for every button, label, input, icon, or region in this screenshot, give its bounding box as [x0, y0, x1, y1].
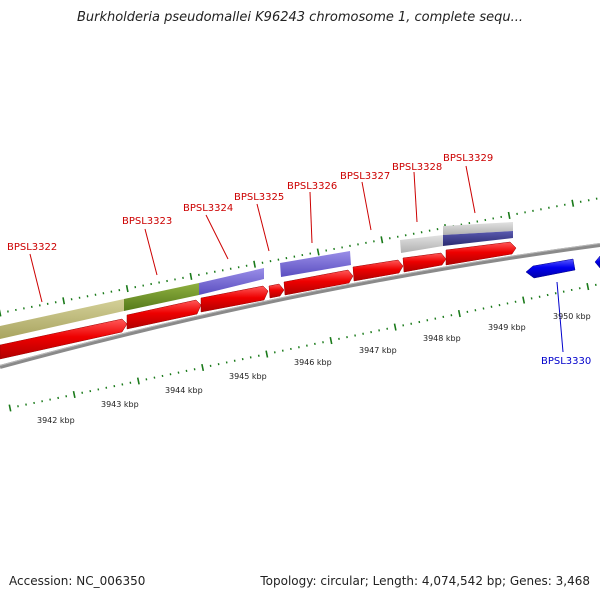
gene-label: BPSL3322	[7, 242, 57, 253]
leader-line-bpsl3327	[361, 181, 372, 231]
leader-line-bpsl3330	[556, 281, 564, 353]
outer-ring-major-tick	[253, 260, 256, 268]
gene-arrow-bpsl3323	[126, 299, 202, 330]
reverse-cds-track	[525, 255, 600, 279]
leader-line-bpsl3326	[309, 191, 313, 244]
outer-ring-major-tick	[125, 285, 129, 293]
kbp-label: 3948 kbp	[423, 334, 461, 343]
outer-ring-major-tick	[380, 236, 384, 244]
inner-ring-minor-tick	[57, 396, 60, 400]
leader-line-bpsl3324	[205, 214, 229, 260]
genome-backbone	[0, 243, 600, 369]
inner-ring-minor-tick	[121, 383, 124, 386]
gene-label: BPSL3325	[234, 192, 284, 203]
inner-ring-major-tick	[201, 363, 205, 372]
gene-arrow-bpsl3322	[0, 318, 128, 360]
inner-ring-major-tick	[586, 282, 590, 291]
inner-ring-major-tick	[457, 309, 461, 318]
inner-ring-major-tick	[136, 377, 140, 385]
kbp-labels: 3942 kbp 3943 kbp 3944 kbp 3945 kbp 3946…	[37, 312, 591, 425]
gene-label: BPSL3330	[541, 356, 591, 367]
gene-arrow-partial	[594, 255, 600, 269]
gene-arrow-bpsl3326	[283, 269, 354, 296]
genome-backbone-highlight	[0, 243, 600, 366]
inner-ring-major-tick	[329, 336, 333, 345]
inner-ring-minor-tick	[578, 287, 581, 290]
gene-arrow-bpsl3324	[200, 285, 269, 313]
kbp-label: 3947 kbp	[359, 346, 397, 355]
inner-ring-major-tick	[72, 390, 76, 399]
forward-cds-track	[0, 241, 517, 360]
accession-text: Accession: NC_006350	[9, 574, 146, 588]
outer-ring-major-tick	[571, 199, 575, 207]
outer-ring-major-tick	[316, 248, 320, 256]
leader-line-bpsl3329	[465, 165, 476, 214]
outer-ring-major-tick	[507, 211, 511, 220]
inner-ring-minor-tick	[153, 376, 156, 379]
outer-ring-major-tick	[0, 309, 2, 317]
gene-arrow-bpsl3328	[402, 252, 447, 273]
kbp-label: 3950 kbp	[553, 312, 591, 321]
outer-tick-ring	[0, 197, 598, 317]
genome-stats-text: Topology: circular; Length: 4,074,542 bp…	[260, 574, 590, 588]
gene-label: BPSL3329	[443, 153, 493, 164]
inner-ring-major-tick	[393, 323, 397, 331]
gene-label: BPSL3327	[340, 171, 390, 182]
inner-ring-minor-tick	[514, 300, 517, 303]
gene-arrow-bpsl3329	[445, 241, 517, 266]
gene-arrow-bpsl3325	[268, 283, 285, 299]
gene-leader-lines	[29, 165, 564, 353]
cog-green-segment	[124, 283, 199, 311]
inner-ring-major-tick	[265, 350, 269, 358]
leader-line-bpsl3323	[144, 228, 158, 276]
inner-tick-ring	[8, 282, 597, 412]
cog-navy-segment	[443, 231, 513, 246]
leader-line-bpsl3325	[256, 203, 270, 252]
cog-gray-segment	[443, 222, 513, 235]
outer-ring-major-tick	[189, 272, 193, 280]
cog-track	[0, 222, 513, 339]
cog-gray-segment	[400, 235, 443, 253]
inner-ring-minor-tick	[25, 403, 27, 406]
cog-purple-segment	[199, 268, 264, 295]
gene-label: BPSL3326	[287, 181, 337, 192]
leader-line-bpsl3322	[29, 253, 43, 303]
leader-line-bpsl3328	[413, 171, 418, 223]
outer-ring-major-tick	[62, 297, 66, 305]
gene-label: BPSL3328	[392, 162, 442, 173]
kbp-label: 3945 kbp	[229, 372, 267, 381]
cog-purple-segment	[280, 251, 351, 277]
gene-label: BPSL3324	[183, 203, 233, 214]
gene-labels: BPSL3322 BPSL3323 BPSL3324 BPSL3325 BPSL…	[7, 153, 591, 367]
kbp-label: 3944 kbp	[165, 386, 203, 395]
kbp-label: 3949 kbp	[488, 323, 526, 332]
page-title: Burkholderia pseudomallei K96243 chromos…	[76, 10, 524, 25]
inner-ring-minor-tick	[89, 390, 92, 393]
inner-ring-major-tick	[522, 296, 526, 304]
cog-olive-segment	[0, 299, 124, 339]
kbp-label: 3943 kbp	[101, 400, 139, 409]
inner-ring-minor-tick	[546, 293, 549, 297]
gene-arrow-bpsl3330	[525, 258, 576, 279]
gene-label: BPSL3323	[122, 216, 172, 227]
kbp-label: 3942 kbp	[37, 416, 75, 425]
kbp-label: 3946 kbp	[294, 358, 332, 367]
gene-arrow-bpsl3327	[352, 259, 404, 282]
inner-ring-major-tick	[8, 404, 12, 412]
